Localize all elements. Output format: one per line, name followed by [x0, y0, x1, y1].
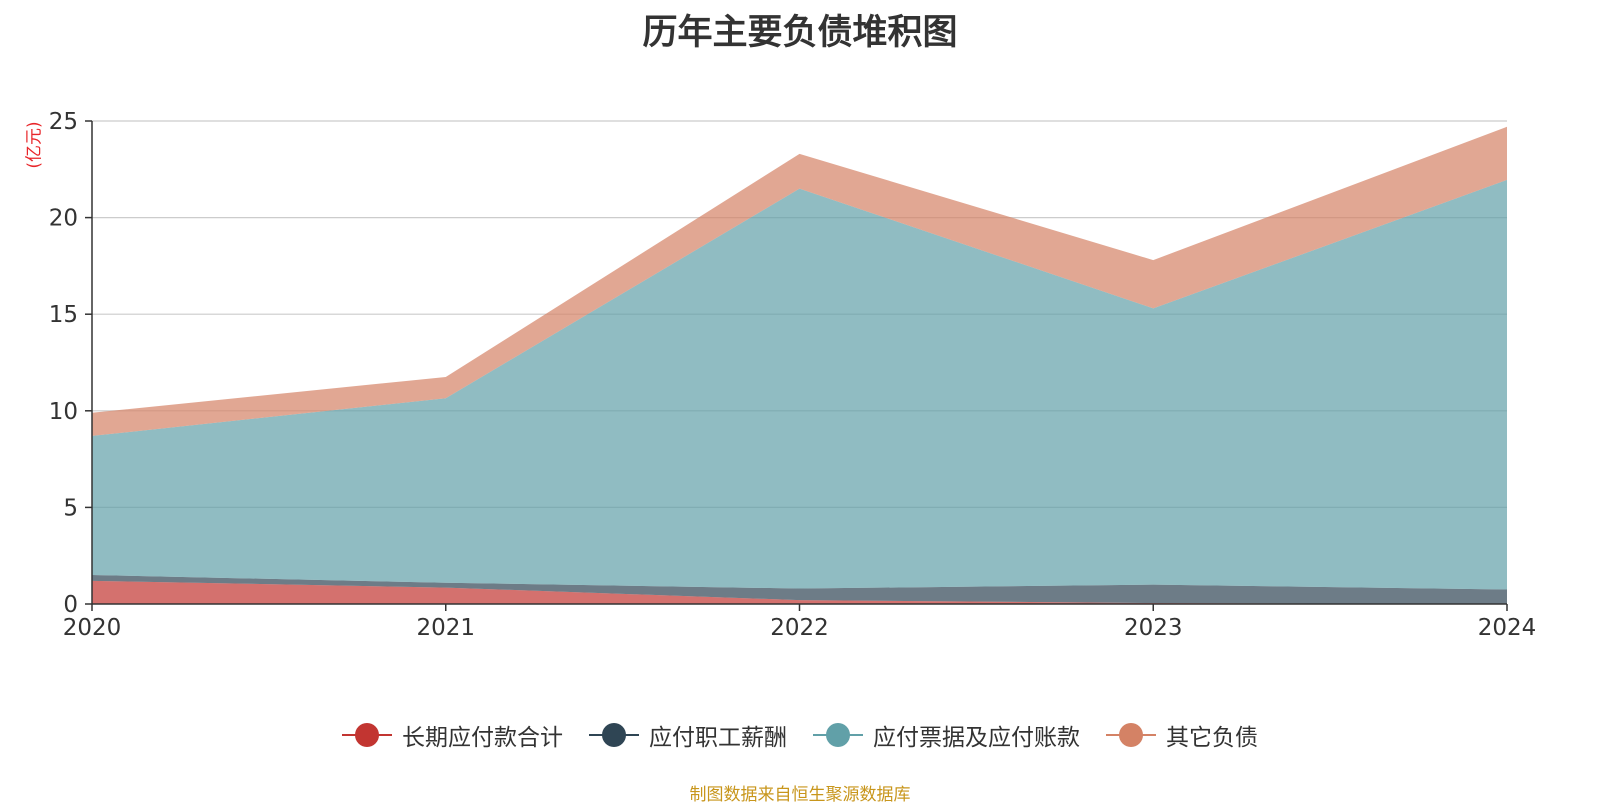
y-tick-label: 10: [49, 399, 78, 425]
area-series-3: [92, 126, 1507, 436]
area-series-1: [92, 575, 1507, 604]
legend-marker: [1106, 722, 1156, 748]
area-series-0: [92, 580, 1507, 604]
legend-item-notes-accounts-payable[interactable]: 应付票据及应付账款: [813, 718, 1080, 752]
legend-item-employee-payables[interactable]: 应付职工薪酬: [589, 718, 787, 752]
legend-label: 其它负债: [1166, 725, 1258, 751]
x-tick-label: 2021: [416, 615, 475, 641]
chart-title: 历年主要负债堆积图: [642, 13, 958, 53]
legend-label: 长期应付款合计: [402, 725, 563, 751]
area-series-group: [92, 126, 1507, 604]
legend-item-other-liabilities[interactable]: 其它负债: [1106, 718, 1258, 752]
x-tick-label: 2024: [1478, 615, 1537, 641]
legend-marker: [813, 722, 863, 748]
legend-marker: [589, 722, 639, 748]
y-tick-label: 5: [63, 495, 78, 521]
legend: 长期应付款合计 应付职工薪酬 应付票据及应付账款 其它负债: [0, 718, 1600, 752]
x-tick-label: 2020: [63, 615, 122, 641]
y-tick-label: 25: [49, 109, 78, 135]
legend-label: 应付票据及应付账款: [873, 725, 1080, 751]
y-tick-label: 20: [49, 206, 78, 232]
y-tick-label: 15: [49, 302, 78, 328]
source-note: 制图数据来自恒生聚源数据库: [689, 785, 911, 805]
legend-marker: [342, 722, 392, 748]
x-tick-label: 2023: [1124, 615, 1183, 641]
y-tick-label: 0: [63, 592, 78, 618]
axes: 0 5 10 15 20 25 2020 2021 2022 2023 2024: [49, 109, 1537, 641]
area-series-2: [92, 179, 1507, 590]
x-tick-label: 2022: [770, 615, 829, 641]
legend-item-long-term-payables[interactable]: 长期应付款合计: [342, 718, 563, 752]
legend-label: 应付职工薪酬: [649, 725, 787, 751]
